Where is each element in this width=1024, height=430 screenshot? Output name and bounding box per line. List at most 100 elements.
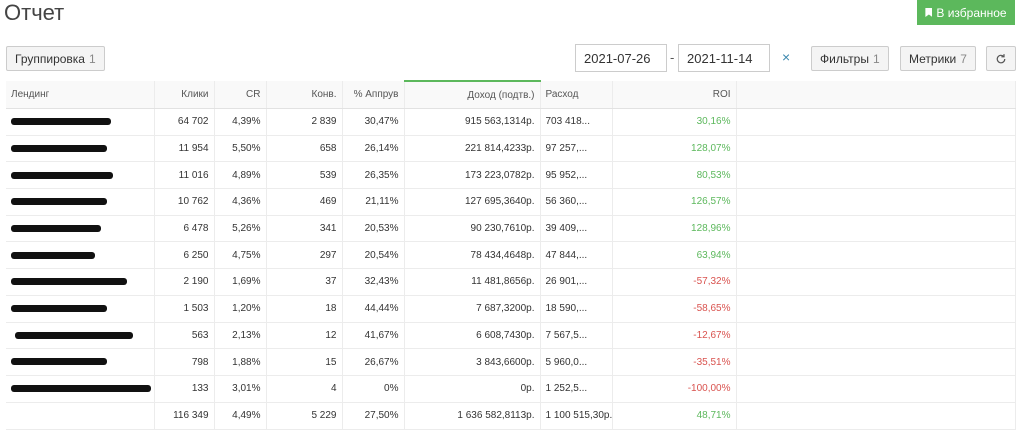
conversions-cell: 658: [266, 135, 343, 163]
roi-cell: 63,94%: [612, 241, 737, 270]
cost-cell: 47 844,...: [540, 241, 613, 270]
column-header-approve[interactable]: % Аппрув: [342, 81, 405, 109]
cr-cell: 3,01%: [214, 375, 267, 403]
conversions-cell: 12: [266, 322, 343, 350]
clicks-cell: 116 349: [154, 401, 215, 430]
table-row[interactable]: 64 702 4,39% 2 839 30,47% 915 563,1314р. 703 …: [6, 108, 1016, 136]
redacted-landing-name: [11, 358, 107, 366]
empty-cell: [736, 215, 1016, 243]
cost-cell: 5 960,0...: [540, 348, 613, 376]
clicks-cell: 2 190: [154, 268, 215, 296]
cr-cell: 4,49%: [214, 401, 267, 430]
roi-cell: 30,16%: [612, 108, 737, 136]
approve-cell: 30,47%: [342, 108, 405, 136]
grouping-count: 1: [88, 51, 96, 66]
conversions-cell: 5 229: [266, 401, 343, 430]
landing-cell: [6, 108, 155, 136]
table-row[interactable]: 798 1,88% 15 26,67% 3 843,6600р. 5 960,0... -3…: [6, 348, 1016, 376]
landing-cell: [6, 188, 155, 216]
conversions-cell: 2 839: [266, 108, 343, 136]
landing-cell: [6, 295, 155, 323]
clicks-cell: 6 250: [154, 241, 215, 270]
cost-cell: 703 418...: [540, 108, 613, 136]
metrics-button[interactable]: Метрики 7: [900, 46, 976, 71]
table-row[interactable]: 11 954 5,50% 658 26,14% 221 814,4233р. 97 257…: [6, 135, 1016, 163]
column-header-roi[interactable]: ROI: [612, 81, 737, 109]
empty-cell: [736, 108, 1016, 136]
column-header-landing[interactable]: Лендинг: [6, 81, 155, 109]
redacted-landing-name: [11, 144, 107, 152]
approve-cell: 0%: [342, 375, 405, 403]
cost-cell: 26 901,...: [540, 268, 613, 296]
totals-label-cell: [6, 401, 155, 430]
approve-cell: 27,50%: [342, 401, 405, 430]
roi-cell: 126,57%: [612, 188, 737, 216]
roi-cell: 48,71%: [612, 401, 737, 430]
revenue-cell: 1 636 582,8113р.: [404, 401, 541, 430]
column-header-revenue[interactable]: Доход (подтв.): [404, 80, 541, 109]
date-to-input[interactable]: [678, 44, 770, 72]
roi-cell: 128,96%: [612, 215, 737, 243]
cost-cell: 39 409,...: [540, 215, 613, 243]
revenue-cell: 78 434,4648р.: [404, 241, 541, 270]
roi-cell: -100,00%: [612, 375, 737, 403]
redacted-landing-name: [11, 118, 111, 126]
revenue-cell: 0р.: [404, 375, 541, 403]
table-row[interactable]: 563 2,13% 12 41,67% 6 608,7430р. 7 567,5... -1…: [6, 322, 1016, 350]
report-table: Лендинг Клики CR Конв. % Аппрув Доход (п…: [6, 80, 1016, 430]
conversions-cell: 18: [266, 295, 343, 323]
column-header-cost[interactable]: Расход: [540, 81, 613, 109]
roi-cell: -58,65%: [612, 295, 737, 323]
conversions-cell: 469: [266, 188, 343, 216]
cost-cell: 1 100 515,30р.: [540, 401, 613, 430]
cost-cell: 95 952,...: [540, 161, 613, 190]
clicks-cell: 10 762: [154, 188, 215, 216]
landing-cell: [6, 348, 155, 376]
report-table-wrapper: Лендинг Клики CR Конв. % Аппрув Доход (п…: [6, 80, 1016, 430]
conversions-cell: 4: [266, 375, 343, 403]
table-row[interactable]: 10 762 4,36% 469 21,11% 127 695,3640р. 56 360…: [6, 188, 1016, 216]
cost-cell: 56 360,...: [540, 188, 613, 216]
column-header-cr[interactable]: CR: [214, 81, 267, 109]
add-to-favorites-button[interactable]: В избранное: [917, 0, 1015, 25]
table-row[interactable]: 11 016 4,89% 539 26,35% 173 223,0782р. 95 952…: [6, 161, 1016, 190]
refresh-icon: [996, 53, 1006, 63]
empty-cell: [736, 295, 1016, 323]
redacted-landing-name: [11, 385, 151, 393]
metrics-label: Метрики: [909, 51, 957, 66]
revenue-cell: 11 481,8656р.: [404, 268, 541, 296]
cr-cell: 4,89%: [214, 161, 267, 190]
date-from-input[interactable]: [575, 44, 667, 72]
approve-cell: 26,35%: [342, 161, 405, 190]
cr-cell: 2,13%: [214, 322, 267, 350]
table-row[interactable]: 133 3,01% 4 0% 0р. 1 252,5... -100,00%: [6, 375, 1016, 403]
add-to-favorites-label: В избранное: [936, 5, 1007, 20]
column-header-empty: [736, 81, 1016, 109]
column-header-clicks[interactable]: Клики: [154, 81, 215, 109]
table-row[interactable]: 6 250 4,75% 297 20,54% 78 434,4648р. 47 844,.…: [6, 241, 1016, 270]
clicks-cell: 563: [154, 322, 215, 350]
redacted-landing-name: [11, 171, 113, 179]
landing-cell: [6, 161, 155, 190]
table-row[interactable]: 2 190 1,69% 37 32,43% 11 481,8656р. 26 901,..…: [6, 268, 1016, 296]
cr-cell: 5,50%: [214, 135, 267, 163]
cr-cell: 1,69%: [214, 268, 267, 296]
table-row[interactable]: 1 503 1,20% 18 44,44% 7 687,3200р. 18 590,...…: [6, 295, 1016, 323]
clear-dates-icon[interactable]: ×: [782, 49, 791, 65]
clicks-cell: 11 954: [154, 135, 215, 163]
landing-cell: [6, 135, 155, 163]
grouping-button[interactable]: Группировка 1: [6, 46, 105, 71]
empty-cell: [736, 401, 1016, 430]
metrics-count: 7: [960, 51, 967, 66]
revenue-cell: 173 223,0782р.: [404, 161, 541, 190]
column-header-conversions[interactable]: Конв.: [266, 81, 343, 109]
refresh-button[interactable]: [986, 46, 1016, 71]
table-row[interactable]: 6 478 5,26% 341 20,53% 90 230,7610р. 39 409,.…: [6, 215, 1016, 243]
cost-cell: 7 567,5...: [540, 322, 613, 350]
approve-cell: 26,67%: [342, 348, 405, 376]
revenue-cell: 127 695,3640р.: [404, 188, 541, 216]
roi-cell: -12,67%: [612, 322, 737, 350]
revenue-cell: 3 843,6600р.: [404, 348, 541, 376]
cr-cell: 1,20%: [214, 295, 267, 323]
filters-button[interactable]: Фильтры 1: [811, 46, 889, 71]
